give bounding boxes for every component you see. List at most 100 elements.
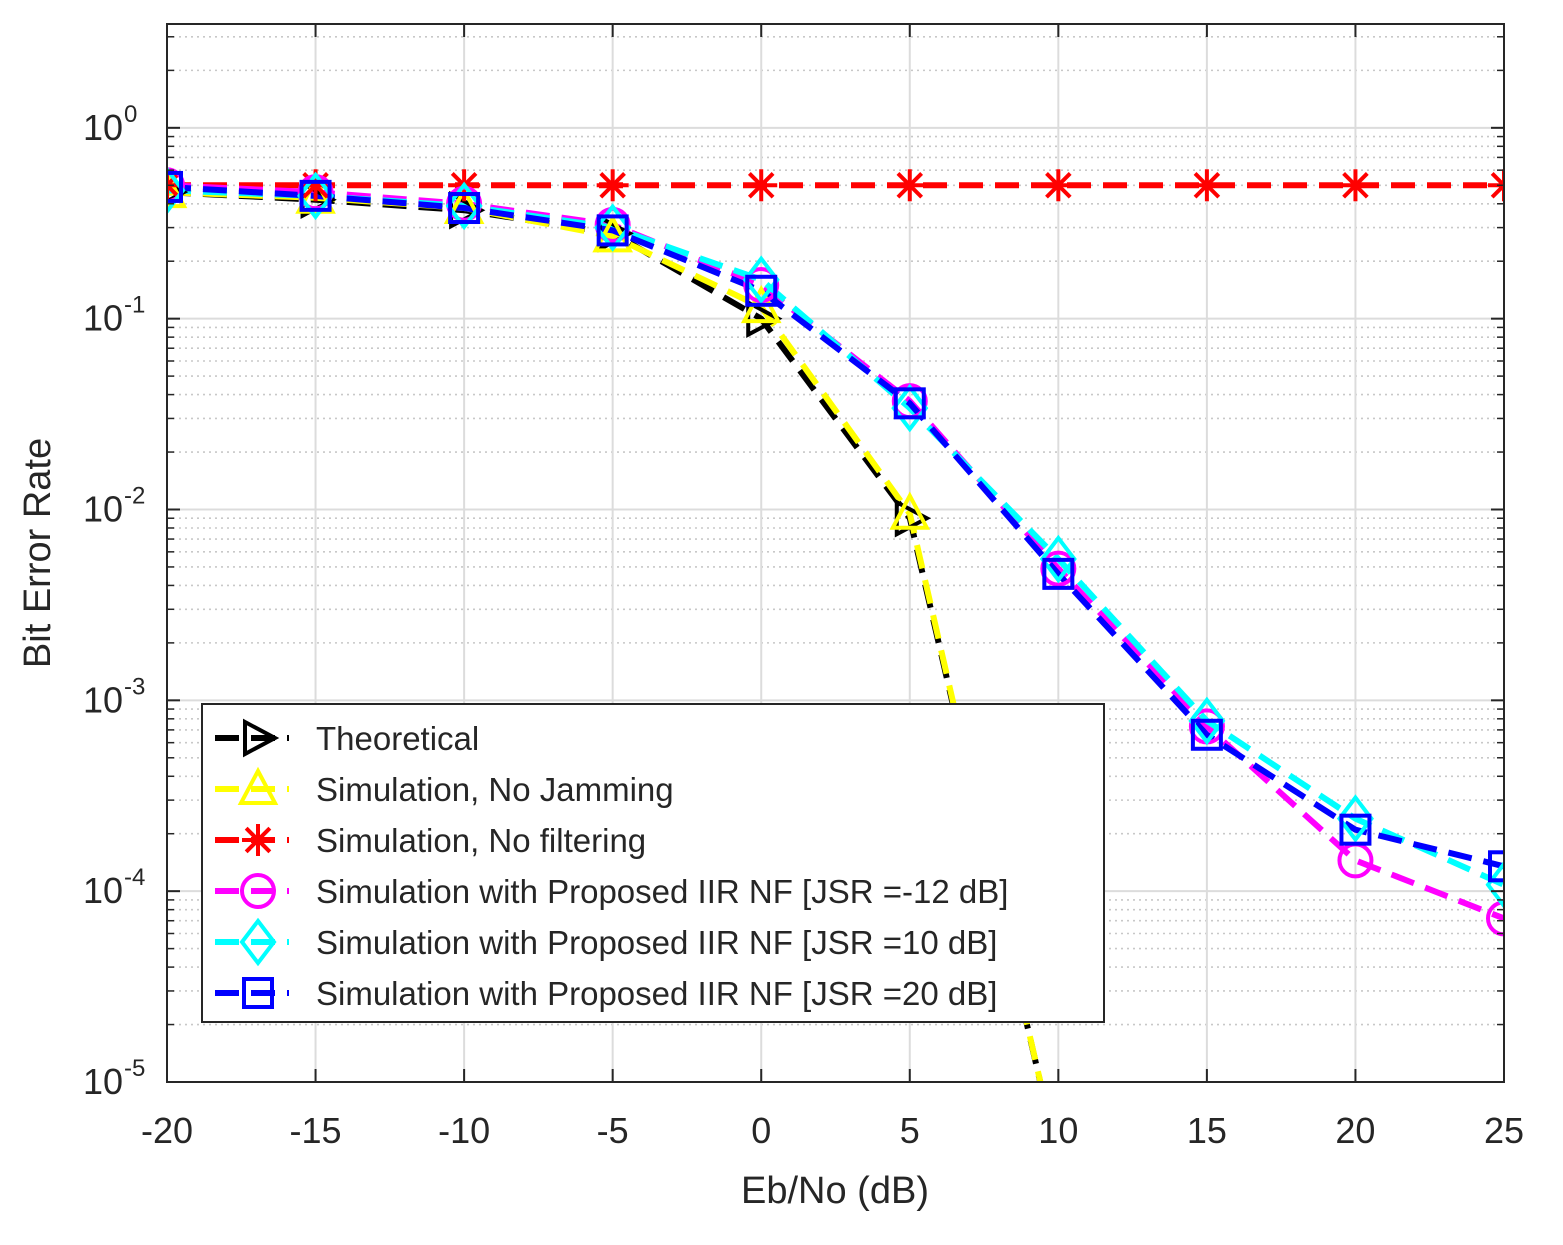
y-axis-label: Bit Error Rate (17, 438, 59, 668)
data-point (742, 255, 780, 305)
x-axis-label: Eb/No (dB) (741, 1170, 929, 1212)
axis-ticks (166, 24, 1505, 1083)
data-point (299, 179, 332, 212)
y-tick-label: 10 -3 (83, 673, 145, 720)
y-tick-exponent: 0 (124, 101, 137, 128)
y-tick-base: 10 (83, 488, 123, 529)
legend: Theoretical Simulation, No Jamming Simulat… (201, 703, 1105, 1023)
x-tick-labels: -20 -15 -10 -5 0 5 10 15 20 25 (141, 1110, 1524, 1151)
y-tick-exponent: -4 (124, 864, 145, 891)
data-point (167, 166, 186, 215)
y-tick-base: 10 (83, 1061, 123, 1102)
legend-box (201, 703, 1105, 1023)
plot-frame (166, 23, 1505, 1083)
x-tick-label: 20 (1335, 1110, 1375, 1151)
y-tick-exponent: -2 (124, 482, 145, 509)
data-point (1485, 860, 1504, 910)
data-point (1188, 696, 1226, 746)
legend-label: Simulation with Proposed IIR NF [JSR =10… (316, 924, 997, 961)
data-point (1190, 718, 1223, 751)
data-point (445, 181, 483, 231)
legend-label: Simulation, No filtering (316, 822, 646, 859)
data-point (1039, 534, 1077, 584)
y-tick-label: 10 -1 (83, 292, 145, 339)
data-point (893, 169, 926, 202)
data-point (1042, 169, 1075, 202)
x-tick-label: 0 (751, 1110, 771, 1151)
y-tick-exponent: -1 (124, 292, 145, 319)
x-tick-label: -20 (141, 1110, 193, 1151)
asterisk-stroke (1490, 172, 1504, 189)
asterisk-stroke (167, 182, 181, 199)
data-point (596, 169, 629, 202)
asterisk-stroke (1490, 182, 1504, 199)
data-point (596, 214, 629, 247)
x-tick-label: 5 (900, 1110, 920, 1151)
y-tick-base: 10 (83, 870, 123, 911)
legend-marker (243, 718, 280, 758)
asterisk-stroke (896, 172, 924, 199)
y-tick-base: 10 (83, 107, 123, 148)
data-point (1486, 900, 1504, 937)
data-point (167, 170, 183, 203)
y-tick-exponent: -3 (124, 673, 145, 700)
data-point (893, 387, 926, 420)
data-point (448, 192, 481, 225)
x-tick-label: 25 (1484, 1110, 1524, 1151)
y-tick-label: 10 -2 (83, 482, 145, 529)
x-tick-label: 10 (1038, 1110, 1078, 1151)
data-point (297, 171, 335, 221)
legend-marker (237, 766, 279, 805)
x-tick-label: 15 (1187, 1110, 1227, 1151)
legend-item: Simulation with Proposed IIR NF [JSR =-1… (215, 873, 1008, 910)
data-point (746, 299, 783, 338)
y-tick-base: 10 (83, 679, 123, 720)
legend-label: Simulation with Proposed IIR NF [JSR =20… (316, 975, 997, 1012)
asterisk-stroke (747, 172, 775, 199)
legend-label: Simulation, No Jamming (316, 771, 674, 808)
asterisk-stroke (1342, 172, 1369, 199)
data-point (745, 169, 778, 202)
legend-marker (240, 873, 276, 909)
series-markers-5 (167, 170, 1504, 883)
legend-item: Simulation with Proposed IIR NF [JSR =20… (215, 975, 997, 1012)
legend-label: Theoretical (316, 720, 479, 757)
data-point (1339, 813, 1372, 846)
x-tick-label: -5 (597, 1110, 629, 1151)
legend-item: Simulation, No filtering (215, 822, 646, 859)
series-markers-4 (167, 166, 1504, 910)
y-tick-label: 10 -4 (83, 864, 145, 911)
asterisk-stroke (599, 172, 626, 199)
data-point (1339, 169, 1372, 202)
series-line-5 (167, 183, 1504, 870)
data-point (889, 491, 931, 530)
legend-item: Theoretical (215, 718, 479, 758)
y-tick-base: 10 (83, 298, 123, 339)
legend-marker (242, 824, 274, 856)
x-tick-label: -10 (438, 1110, 490, 1151)
series-markers (167, 166, 1504, 937)
data-point (891, 383, 929, 433)
data-point (167, 169, 188, 209)
data-point (1336, 794, 1374, 843)
data-point (1190, 169, 1223, 202)
data-point (1488, 850, 1504, 883)
y-tick-exponent: -5 (124, 1055, 145, 1082)
data-point (745, 274, 778, 307)
data-point (594, 203, 632, 252)
data-point (1042, 557, 1075, 590)
asterisk-stroke (1193, 172, 1221, 199)
asterisk-stroke (244, 826, 272, 854)
asterisk-stroke (1045, 172, 1072, 199)
legend-item: Simulation, No Jamming (215, 766, 674, 808)
legend-label: Simulation with Proposed IIR NF [JSR =-1… (316, 873, 1008, 910)
series-markers-2 (167, 169, 1504, 202)
legend-marker (239, 917, 277, 967)
y-tick-label: 10 -5 (83, 1055, 145, 1102)
y-tick-label: 10 0 (83, 101, 137, 148)
x-tick-label: -15 (290, 1110, 342, 1151)
legend-marker (242, 977, 274, 1009)
legend-item: Simulation with Proposed IIR NF [JSR =10… (215, 917, 997, 967)
